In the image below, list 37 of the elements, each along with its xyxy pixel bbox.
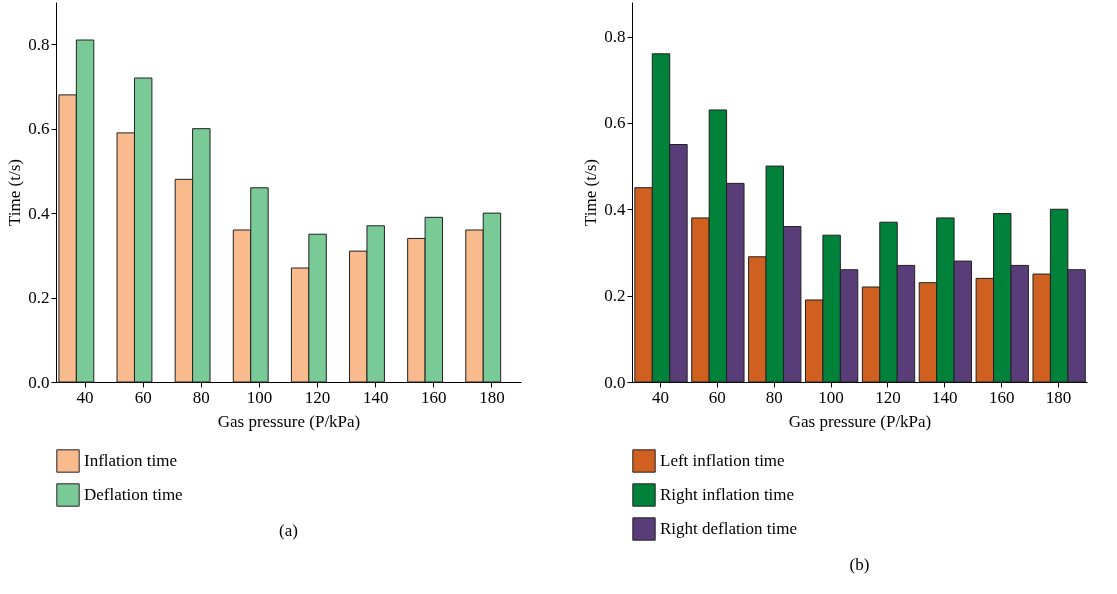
x-tick-label: 60 [134,387,152,407]
x-tick-label: 40 [76,387,94,407]
x-tick-label: 140 [932,387,958,407]
x-tick-label: 160 [421,387,447,407]
x-tick-label: 160 [988,387,1015,407]
legend-label: Left inflation time [660,451,785,470]
legend-label: Right inflation time [660,485,795,504]
y-tick-label: 0.8 [28,34,50,54]
x-axis-title: Gas pressure (P/kPa) [217,411,361,431]
y-tick-label: 0.8 [604,27,626,47]
y-tick-label: 0.6 [28,119,50,139]
y-tick-label: 0.4 [28,203,50,223]
legend-label: Deflation time [84,485,183,504]
x-tick-label: 180 [1045,387,1072,407]
y-tick-label: 0.2 [604,286,626,306]
text: (a) [279,521,298,540]
y-tick-label: 0.0 [604,372,626,392]
x-tick-label: 180 [479,387,505,407]
x-tick-label: 140 [362,387,389,407]
x-tick-label: 120 [304,387,331,407]
x-tick-label: 60 [708,387,726,407]
y-tick-label: 0.2 [28,288,50,308]
y-axis-title: Time (t/s) [5,159,25,226]
y-tick-label: 0.4 [604,199,626,219]
text: (b) [849,555,870,574]
x-axis-title: Gas pressure (P/kPa) [788,411,932,431]
x-tick-label: 80 [192,387,210,407]
x-tick-label: 80 [765,387,783,407]
x-tick-label: 120 [875,387,901,407]
legend-label: Inflation time [84,451,178,470]
x-tick-label: 40 [651,387,669,407]
y-tick-label: 0.0 [28,372,50,392]
x-tick-label: 100 [246,387,273,407]
x-tick-label: 100 [818,387,844,407]
y-axis-title: Time (t/s) [581,159,601,226]
y-tick-label: 0.6 [604,113,626,133]
legend-label: Right deflation time [660,519,797,538]
